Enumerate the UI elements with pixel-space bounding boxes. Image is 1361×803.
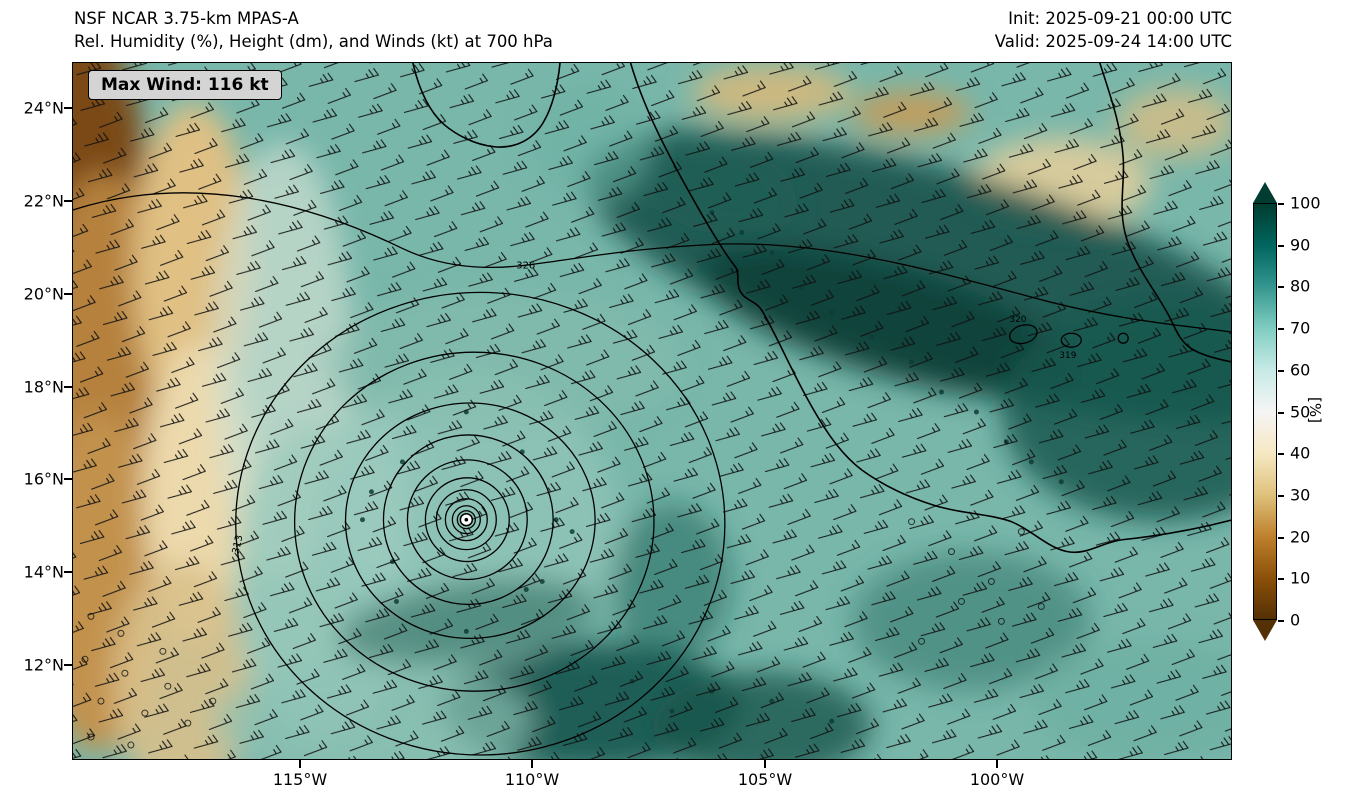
colorbar-tick (1278, 328, 1284, 330)
figure-header-right: Init: 2025-09-21 00:00 UTC Valid: 2025-0… (995, 8, 1232, 54)
colorbar-tick-label: 20 (1290, 527, 1311, 547)
valid-time: Valid: 2025-09-24 14:00 UTC (994, 31, 1232, 51)
y-tick (64, 571, 72, 573)
x-tick-label: 105°W (737, 770, 793, 789)
colorbar-tick-label: 40 (1290, 443, 1311, 463)
y-tick (64, 478, 72, 480)
x-tick (996, 760, 998, 768)
contour-label-group: 326 313 320 319 (231, 260, 1077, 555)
field-subtitle: Rel. Humidity (%), Height (dm), and Wind… (74, 31, 553, 51)
map-plot-area: 326 313 320 319 (72, 62, 1232, 760)
colorbar-tick (1278, 537, 1284, 539)
colorbar-tick (1278, 245, 1284, 247)
x-tick (764, 760, 766, 768)
colorbar-tick-label: 70 (1290, 318, 1311, 338)
x-tick-label: 100°W (969, 770, 1025, 789)
colorbar-tick-label: 0 (1290, 610, 1301, 630)
figure-header-left: NSF NCAR 3.75-km MPAS-A Rel. Humidity (%… (74, 8, 553, 54)
y-tick-label: 22°N (23, 191, 64, 211)
coastline-baja (412, 63, 561, 148)
x-tick-label: 110°W (504, 770, 560, 789)
x-tick (299, 760, 301, 768)
y-tick-label: 20°N (23, 284, 64, 304)
max-wind-badge: Max Wind: 116 kt (88, 70, 282, 100)
y-tick-label: 14°N (23, 562, 64, 582)
coastline-mainland (629, 63, 1231, 554)
colorbar-tick-label: 10 (1290, 568, 1311, 588)
y-tick-label: 24°N (23, 98, 64, 118)
storm-eye (459, 512, 474, 527)
init-time: Init: 2025-09-21 00:00 UTC (1008, 9, 1232, 28)
colorbar-tick (1278, 286, 1284, 288)
contour-label: 326 (516, 260, 535, 271)
wind-barbs-layer (73, 63, 1231, 759)
model-title: NSF NCAR 3.75-km MPAS-A (74, 9, 299, 28)
colorbar-tick (1278, 620, 1284, 622)
contour-label: 313 (231, 534, 246, 555)
y-tick (64, 664, 72, 666)
calm-wind-circles (81, 518, 1045, 749)
colorbar-tick (1278, 370, 1284, 372)
contour-label: 320 (1009, 315, 1026, 325)
height-contours (73, 192, 1231, 756)
colorbar-tick (1278, 412, 1284, 414)
colorbar-arrow-top (1253, 182, 1277, 203)
colorbar-tick-label: 60 (1290, 360, 1311, 380)
colorbar-tick (1278, 203, 1284, 205)
coastline-gulf (1099, 63, 1231, 363)
colorbar-tick (1278, 578, 1284, 580)
colorbar-tick-label: 90 (1290, 235, 1311, 255)
y-tick (64, 107, 72, 109)
colorbar-tick-label: 80 (1290, 276, 1311, 296)
x-tick (531, 760, 533, 768)
map-canvas: 326 313 320 319 (73, 63, 1231, 759)
colorbar-unit-label: [%] (1305, 397, 1324, 423)
colorbar-tick (1278, 453, 1284, 455)
y-tick-label: 16°N (23, 469, 64, 489)
colorbar-arrow-bottom (1253, 620, 1277, 641)
colorbar-tick-label: 50 (1290, 402, 1311, 422)
coastlines (412, 63, 1231, 554)
y-tick-label: 12°N (23, 655, 64, 675)
colorbar (1253, 203, 1277, 620)
y-tick-label: 18°N (23, 377, 64, 397)
colorbar-tick (1278, 495, 1284, 497)
y-tick (64, 200, 72, 202)
contour-label: 319 (1059, 351, 1076, 361)
colorbar-tick-label: 100 (1290, 193, 1321, 213)
y-tick (64, 386, 72, 388)
x-tick-label: 115°W (272, 770, 328, 789)
colorbar-tick-label: 30 (1290, 485, 1311, 505)
y-tick (64, 293, 72, 295)
